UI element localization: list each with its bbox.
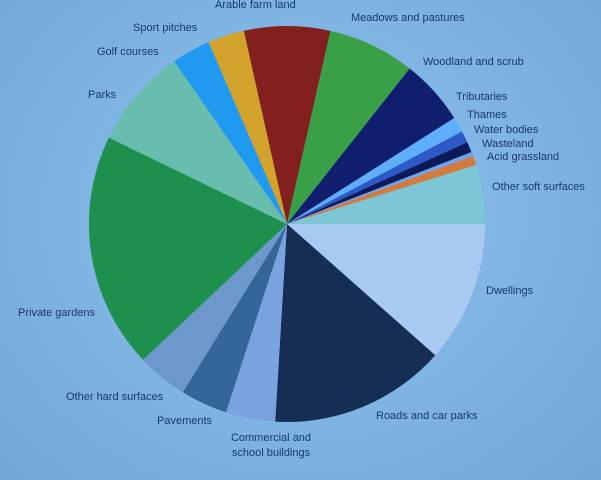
pie-slices bbox=[88, 26, 485, 423]
label-dwellings: Dwellings bbox=[486, 285, 534, 297]
slice-other-soft-surfaces bbox=[287, 165, 485, 224]
slice-tributaries bbox=[287, 118, 463, 224]
slice-private-gardens bbox=[88, 137, 287, 360]
label-arable-farm-land: Arable farm land bbox=[215, 0, 296, 11]
slice-arable-farm-land bbox=[243, 26, 331, 225]
slice-thames bbox=[287, 131, 468, 224]
label-tributaries: Tributaries bbox=[456, 91, 508, 103]
slice-wasteland bbox=[287, 152, 473, 224]
label-wasteland: Wasteland bbox=[482, 138, 534, 150]
label-sport-pitches: Sport pitches bbox=[133, 22, 198, 34]
slice-woodland-and-scrub bbox=[287, 68, 455, 224]
label-pavements: Pavements bbox=[157, 415, 213, 427]
label-commercial-and-school-buildings: Commercial and school buildings bbox=[231, 432, 311, 459]
slice-parks bbox=[108, 61, 287, 224]
slice-commercial-and-school-buildings bbox=[225, 224, 287, 422]
label-thames: Thames bbox=[467, 109, 507, 121]
label-other-soft-surfaces: Other soft surfaces bbox=[492, 181, 585, 193]
slice-meadows-and-pastures bbox=[287, 30, 410, 224]
slice-dwellings bbox=[287, 224, 485, 356]
label-meadows-and-pastures: Meadows and pastures bbox=[351, 12, 465, 24]
label-other-hard-surfaces: Other hard surfaces bbox=[66, 391, 164, 403]
slice-golf-courses bbox=[174, 42, 287, 224]
slice-sport-pitches bbox=[208, 30, 287, 225]
slice-pavements bbox=[182, 224, 287, 413]
slice-roads-and-car-parks bbox=[275, 224, 436, 423]
slice-other-hard-surfaces bbox=[142, 224, 287, 393]
label-woodland-and-scrub: Woodland and scrub bbox=[423, 56, 524, 68]
label-parks: Parks bbox=[88, 89, 117, 101]
pie-labels: Dwellings Roads and car parks Commercial a… bbox=[18, 0, 585, 459]
label-golf-courses: Golf courses bbox=[97, 46, 159, 58]
label-roads-and-car-parks: Roads and car parks bbox=[376, 410, 478, 422]
label-private-gardens: Private gardens bbox=[18, 307, 96, 319]
label-water-bodies: Water bodies bbox=[474, 124, 539, 136]
slice-acid-grassland bbox=[287, 156, 477, 224]
slice-water-bodies bbox=[287, 142, 472, 224]
label-acid-grassland: Acid grassland bbox=[487, 151, 559, 163]
